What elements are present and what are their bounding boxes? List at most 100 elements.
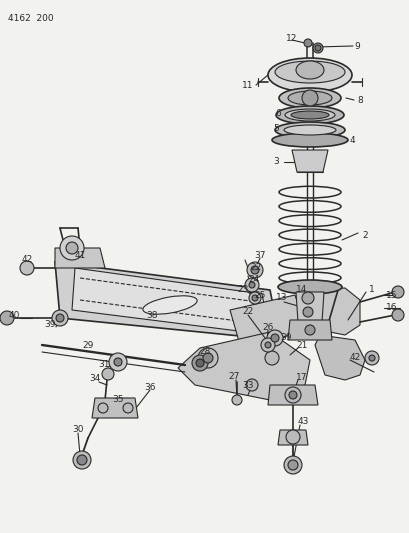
Text: 27: 27 xyxy=(228,373,239,382)
Polygon shape xyxy=(277,430,307,445)
Ellipse shape xyxy=(277,280,341,294)
Circle shape xyxy=(302,307,312,317)
Ellipse shape xyxy=(284,109,334,121)
Text: 40: 40 xyxy=(8,311,20,320)
Ellipse shape xyxy=(283,125,335,135)
Circle shape xyxy=(288,391,296,399)
Circle shape xyxy=(270,334,278,342)
Ellipse shape xyxy=(274,61,344,83)
Circle shape xyxy=(77,455,87,465)
Polygon shape xyxy=(301,288,359,335)
Circle shape xyxy=(191,355,207,371)
Text: 31: 31 xyxy=(98,360,110,369)
Text: 42: 42 xyxy=(348,353,360,362)
Text: 12: 12 xyxy=(285,34,297,43)
Text: 23: 23 xyxy=(237,286,248,295)
Text: 17: 17 xyxy=(296,374,307,383)
Circle shape xyxy=(52,310,68,326)
Circle shape xyxy=(266,330,282,346)
Circle shape xyxy=(304,325,314,335)
Circle shape xyxy=(114,358,122,366)
Text: 29: 29 xyxy=(82,342,94,351)
Polygon shape xyxy=(92,398,138,418)
Circle shape xyxy=(245,278,258,292)
Polygon shape xyxy=(55,248,105,268)
Circle shape xyxy=(109,353,127,371)
Polygon shape xyxy=(291,150,327,172)
Circle shape xyxy=(98,403,108,413)
Circle shape xyxy=(314,45,320,51)
Text: 8: 8 xyxy=(356,95,362,104)
Circle shape xyxy=(231,395,241,405)
Text: 15: 15 xyxy=(385,290,397,300)
Text: 25: 25 xyxy=(254,290,265,300)
Circle shape xyxy=(245,379,257,391)
Text: 4: 4 xyxy=(348,135,354,144)
Circle shape xyxy=(198,348,218,368)
Circle shape xyxy=(287,460,297,470)
Text: 22: 22 xyxy=(250,262,261,271)
Circle shape xyxy=(264,342,270,348)
Polygon shape xyxy=(267,385,317,405)
Ellipse shape xyxy=(267,58,351,92)
Ellipse shape xyxy=(275,106,343,124)
Text: 30: 30 xyxy=(72,425,83,434)
Circle shape xyxy=(73,451,91,469)
Text: 2: 2 xyxy=(361,230,367,239)
Text: 14: 14 xyxy=(296,286,307,295)
Circle shape xyxy=(66,242,78,254)
Circle shape xyxy=(246,262,262,278)
Circle shape xyxy=(250,266,258,274)
Text: 9: 9 xyxy=(353,42,359,51)
Text: 13: 13 xyxy=(276,294,287,303)
Polygon shape xyxy=(314,335,364,380)
Text: 39: 39 xyxy=(44,320,56,329)
Circle shape xyxy=(284,387,300,403)
Circle shape xyxy=(60,236,84,260)
Circle shape xyxy=(368,355,374,361)
Text: 35: 35 xyxy=(112,395,124,405)
Text: 34: 34 xyxy=(89,375,101,384)
Circle shape xyxy=(248,292,261,304)
Text: 28: 28 xyxy=(199,348,210,357)
Circle shape xyxy=(391,286,403,298)
Text: 16: 16 xyxy=(385,303,397,312)
Circle shape xyxy=(56,314,64,322)
Text: 4162  200: 4162 200 xyxy=(8,14,54,23)
Circle shape xyxy=(252,295,257,301)
Circle shape xyxy=(301,292,313,304)
Circle shape xyxy=(196,359,204,367)
Text: 1: 1 xyxy=(368,286,374,295)
Text: 42: 42 xyxy=(21,255,33,264)
Ellipse shape xyxy=(278,88,340,108)
Ellipse shape xyxy=(274,122,344,138)
Polygon shape xyxy=(178,332,309,400)
Circle shape xyxy=(102,368,114,380)
Circle shape xyxy=(248,282,254,288)
Circle shape xyxy=(301,90,317,106)
Circle shape xyxy=(303,39,311,47)
Circle shape xyxy=(123,403,133,413)
Text: 41: 41 xyxy=(74,252,85,261)
Ellipse shape xyxy=(142,296,197,314)
Circle shape xyxy=(264,351,278,365)
Text: 39: 39 xyxy=(280,334,291,343)
Polygon shape xyxy=(55,262,279,340)
Circle shape xyxy=(202,353,213,363)
Circle shape xyxy=(283,456,301,474)
Text: 26: 26 xyxy=(262,324,273,333)
Text: 37: 37 xyxy=(254,251,265,260)
Polygon shape xyxy=(229,295,304,345)
Text: 5: 5 xyxy=(272,124,278,133)
Polygon shape xyxy=(295,292,323,322)
Ellipse shape xyxy=(290,111,328,119)
Circle shape xyxy=(364,351,378,365)
Text: 38: 38 xyxy=(146,311,157,319)
Ellipse shape xyxy=(295,61,323,79)
Text: 6: 6 xyxy=(274,109,280,117)
Circle shape xyxy=(285,430,299,444)
Text: 11: 11 xyxy=(242,80,253,90)
Polygon shape xyxy=(287,320,331,340)
Circle shape xyxy=(261,338,274,352)
Ellipse shape xyxy=(287,91,331,105)
